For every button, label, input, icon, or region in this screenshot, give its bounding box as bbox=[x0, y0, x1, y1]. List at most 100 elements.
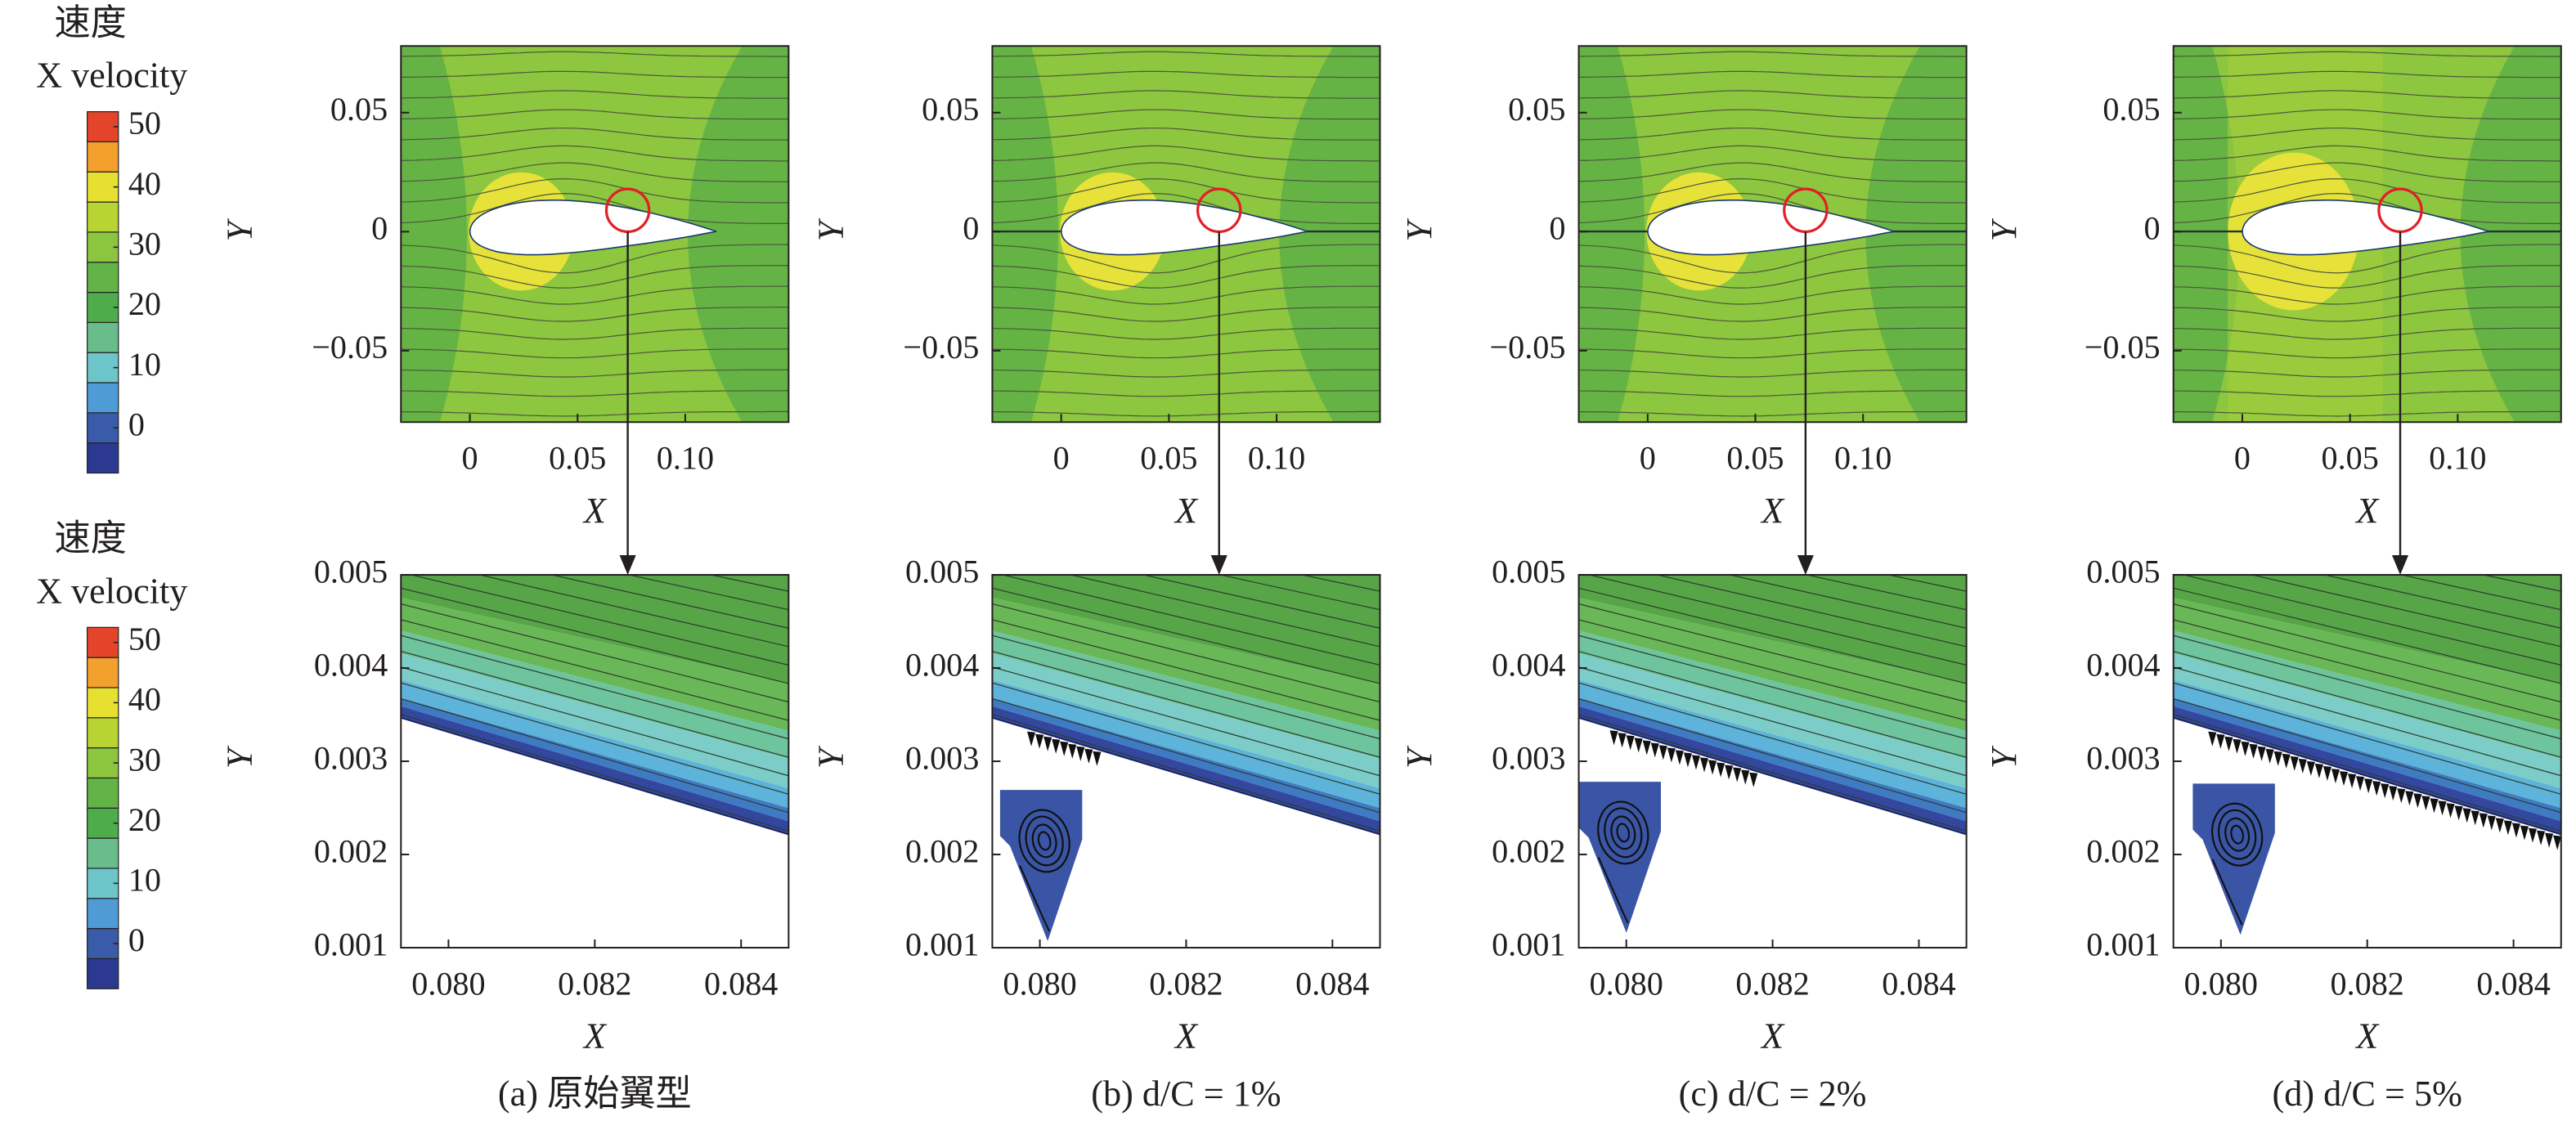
streamline bbox=[2173, 348, 2561, 359]
streamline bbox=[626, 575, 789, 611]
x-tick-label: 0.10 bbox=[1248, 440, 1305, 477]
inset-vortex bbox=[1578, 782, 1661, 933]
y-tick-label: 0 bbox=[963, 210, 979, 247]
streamline bbox=[1578, 70, 1967, 78]
contour-plot bbox=[2173, 46, 2561, 423]
x-tick-label: 0.084 bbox=[704, 965, 778, 1002]
y-tick-label: 0.002 bbox=[1492, 832, 1565, 869]
x-axis-label: X bbox=[2354, 1016, 2380, 1056]
streamline bbox=[2250, 575, 2561, 648]
streamline bbox=[1578, 90, 1967, 99]
vortex-ring bbox=[2218, 809, 2257, 860]
x-axis-label: X bbox=[1760, 491, 1785, 531]
streamline bbox=[550, 575, 789, 629]
streamline bbox=[1578, 307, 1967, 322]
streamline bbox=[2173, 145, 2561, 162]
streamline bbox=[992, 70, 1380, 78]
x-axis-label: X bbox=[2354, 491, 2380, 531]
x-tick-label: 0 bbox=[462, 440, 478, 477]
streamline bbox=[992, 178, 1380, 204]
streamline bbox=[992, 307, 1380, 322]
contour-fill bbox=[2173, 697, 2561, 822]
streamline bbox=[2173, 587, 2561, 684]
vortex-ring bbox=[1597, 857, 1629, 924]
colorbar-tick-label: 20 bbox=[128, 285, 161, 322]
streamline bbox=[1218, 575, 1380, 611]
contour-plot bbox=[401, 575, 789, 948]
y-tick-label: 0.004 bbox=[1492, 646, 1565, 683]
streamline bbox=[1578, 285, 1967, 305]
streamline bbox=[1804, 575, 1967, 611]
streamline bbox=[401, 650, 789, 758]
streamline bbox=[2322, 575, 2561, 629]
contour-fill bbox=[2173, 46, 2240, 423]
streamline bbox=[1069, 575, 1380, 648]
streamline bbox=[1578, 714, 1967, 832]
streamline bbox=[2173, 619, 2561, 721]
streamline bbox=[2173, 682, 2561, 795]
streamline bbox=[2173, 244, 2561, 274]
streamline bbox=[1578, 619, 1967, 721]
streamline bbox=[992, 244, 1380, 274]
x-axis-label: X bbox=[582, 1016, 608, 1056]
arrow-head bbox=[2391, 554, 2409, 576]
contour-fill bbox=[1578, 598, 1967, 731]
colorbar-band bbox=[87, 687, 119, 719]
contour-fill bbox=[401, 679, 789, 809]
streamline bbox=[401, 90, 789, 99]
vortex-ring bbox=[1019, 865, 1051, 932]
arrow-head bbox=[619, 554, 636, 576]
streamline bbox=[2173, 697, 2561, 814]
streamline bbox=[992, 682, 1380, 795]
streamline bbox=[2173, 650, 2561, 758]
x-tick-label: 0.05 bbox=[1140, 440, 1197, 477]
streamline bbox=[2173, 369, 2561, 378]
y-tick-label: 0 bbox=[371, 210, 388, 247]
streamline bbox=[1655, 575, 1967, 648]
streamline bbox=[401, 70, 789, 78]
streamline bbox=[401, 128, 789, 141]
airfoil bbox=[1647, 200, 1895, 256]
streamline bbox=[1578, 650, 1967, 758]
y-tick-label: 0 bbox=[2144, 210, 2161, 247]
streamline bbox=[2182, 575, 2561, 666]
streamline bbox=[2173, 307, 2561, 322]
colorbar-title: X velocity bbox=[36, 571, 187, 611]
colorbar-title: X velocity bbox=[36, 56, 187, 96]
streamline bbox=[1578, 109, 1967, 120]
streamline bbox=[1578, 244, 1967, 274]
streamline bbox=[401, 348, 789, 359]
y-tick-label: −0.05 bbox=[312, 329, 388, 365]
vortex-ring bbox=[1025, 815, 1064, 867]
y-tick-label: −0.05 bbox=[2085, 329, 2161, 365]
colorbar-title: 速度 bbox=[54, 2, 126, 43]
plot-frame bbox=[991, 45, 1381, 424]
y-tick-label: 0.05 bbox=[1508, 91, 1565, 128]
colorbar-title: 速度 bbox=[54, 518, 126, 558]
colorbar-band bbox=[87, 412, 119, 444]
streamline bbox=[2173, 666, 2561, 777]
x-tick-label: 0.10 bbox=[1834, 440, 1892, 477]
vortex-ring bbox=[1610, 815, 1636, 850]
y-tick-label: 0.001 bbox=[1492, 926, 1565, 962]
colorbar-tick-label: 20 bbox=[128, 801, 161, 838]
streamline bbox=[992, 348, 1380, 359]
y-tick-label: 0.002 bbox=[905, 832, 979, 869]
streamline bbox=[1578, 635, 1967, 740]
airfoil bbox=[2242, 200, 2489, 256]
streamline bbox=[1578, 603, 1967, 703]
streamline bbox=[992, 90, 1380, 99]
vortex-ring bbox=[2230, 824, 2244, 845]
colorbar-band bbox=[87, 321, 119, 353]
streamline bbox=[1578, 369, 1967, 378]
caption: (a) 原始翼型 bbox=[498, 1074, 692, 1114]
streamline bbox=[401, 635, 789, 740]
contour-fill bbox=[401, 630, 789, 760]
contour-fill bbox=[1578, 697, 1967, 822]
x-axis-label: X bbox=[582, 491, 608, 531]
streamline bbox=[992, 145, 1380, 162]
y-tick-label: 0.004 bbox=[905, 646, 979, 683]
streamline bbox=[992, 603, 1380, 703]
colorbar-band bbox=[87, 352, 119, 383]
x-tick-label: 0.080 bbox=[411, 965, 485, 1002]
